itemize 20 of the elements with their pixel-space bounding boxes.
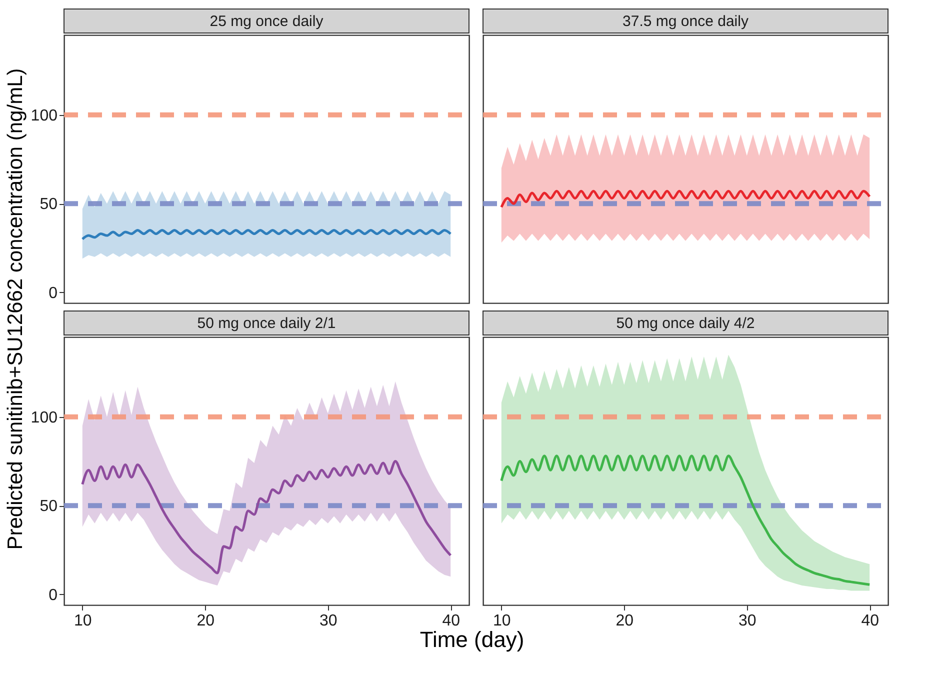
x-tick-label: 10 <box>74 612 92 630</box>
chart-title: 50 mg once daily 4/2 <box>616 315 755 332</box>
x-tick-label: 40 <box>442 612 460 630</box>
x-tick-label: 30 <box>738 612 756 630</box>
y-axis-title: Predicted sunitinib+SU12662 concentration (ng/mL) <box>4 68 27 550</box>
y-tick-label: 0 <box>48 586 58 604</box>
x-tick-label: 20 <box>616 612 634 630</box>
x-tick-label: 40 <box>861 612 880 630</box>
x-tick-label: 10 <box>493 612 511 630</box>
x-axis-title: Time (day) <box>420 627 524 652</box>
y-tick-label: 50 <box>40 498 58 516</box>
y-tick-label: 0 <box>48 284 58 302</box>
chart-title: 25 mg once daily <box>210 13 324 30</box>
chart-title: 50 mg once daily 2/1 <box>197 315 336 332</box>
y-tick-label: 100 <box>30 107 58 124</box>
chart-title: 37.5 mg once daily <box>622 13 749 30</box>
y-tick-label: 100 <box>30 409 58 426</box>
x-tick-label: 30 <box>319 612 338 630</box>
x-tick-label: 20 <box>196 612 215 630</box>
y-tick-label: 50 <box>40 196 58 214</box>
